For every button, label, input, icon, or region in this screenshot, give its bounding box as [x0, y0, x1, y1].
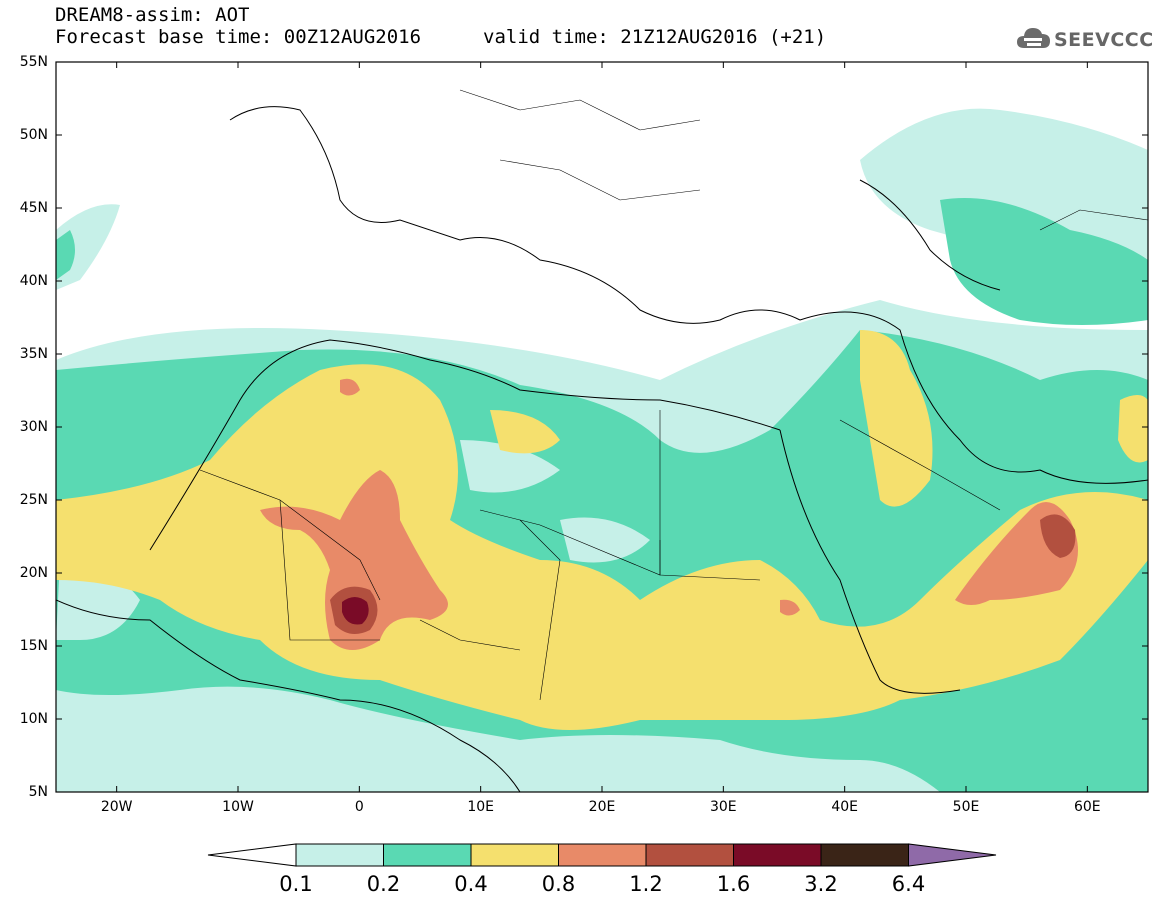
colorbar-low-arrow: [207, 843, 297, 867]
colorbar-segment-6: [733, 843, 822, 867]
aot-contour-1.6: [342, 597, 369, 625]
lat-label-30N: 30N: [19, 419, 48, 435]
valid-time: valid time: 21Z12AUG2016 (+21): [483, 26, 827, 48]
aot-field: [56, 89, 1148, 792]
colorbar-label-3.2: 3.2: [804, 872, 838, 896]
lat-label-25N: 25N: [19, 492, 48, 508]
colorbar-segment-1: [295, 843, 384, 867]
lon-label-10E: 10E: [467, 799, 494, 815]
colorbar-high-arrow: [908, 843, 997, 867]
lat-label-55N: 55N: [19, 54, 48, 70]
colorbar-segment-7: [820, 843, 909, 867]
lon-label-20W: 20W: [100, 799, 133, 815]
lon-label-0: 0: [354, 799, 364, 815]
colorbar-segment-2: [383, 843, 472, 867]
colorbar-segment-3: [470, 843, 559, 867]
colorbar-label-1.6: 1.6: [716, 872, 751, 896]
axis-ticks: [56, 61, 1148, 793]
lon-label-30E: 30E: [709, 799, 737, 815]
lat-label-35N: 35N: [19, 346, 48, 362]
lon-label-50E: 50E: [952, 799, 980, 815]
forecast-base-time: Forecast base time: 00Z12AUG2016: [55, 26, 422, 48]
colorbar-label-0.4: 0.4: [454, 872, 488, 896]
colorbar-label-0.8: 0.8: [541, 872, 576, 896]
lat-label-10N: 10N: [19, 711, 48, 727]
chart-title: DREAM8-assim: AOT: [55, 4, 250, 26]
lat-label-20N: 20N: [19, 565, 48, 581]
lat-label-40N: 40N: [19, 273, 48, 289]
colorbar-label-0.1: 0.1: [279, 872, 313, 896]
aot-contour-0.4: [56, 330, 1148, 730]
colorbar-label-1.2: 1.2: [629, 872, 663, 896]
cloud-icon: [1017, 28, 1050, 48]
lon-label-60E: 60E: [1073, 799, 1101, 815]
colorbar: [207, 843, 997, 867]
coastlines: [56, 106, 1148, 792]
colorbar-label-6.4: 6.4: [891, 872, 926, 896]
lon-label-40E: 40E: [831, 799, 858, 815]
colorbar-segment-4: [558, 843, 647, 867]
lat-label-45N: 45N: [19, 200, 48, 216]
borders: [199, 89, 1148, 701]
colorbar-segment-5: [645, 843, 734, 867]
lat-label-5N: 5N: [28, 784, 48, 800]
seevccc-logo: SEEVCCC: [1016, 24, 1156, 58]
lat-label-50N: 50N: [19, 127, 48, 143]
logo-text: SEEVCCC: [1054, 29, 1154, 51]
lat-label-15N: 15N: [19, 638, 48, 654]
lon-label-10W: 10W: [222, 799, 254, 815]
colorbar-label-0.2: 0.2: [366, 872, 401, 896]
lon-label-20E: 20E: [588, 799, 616, 815]
